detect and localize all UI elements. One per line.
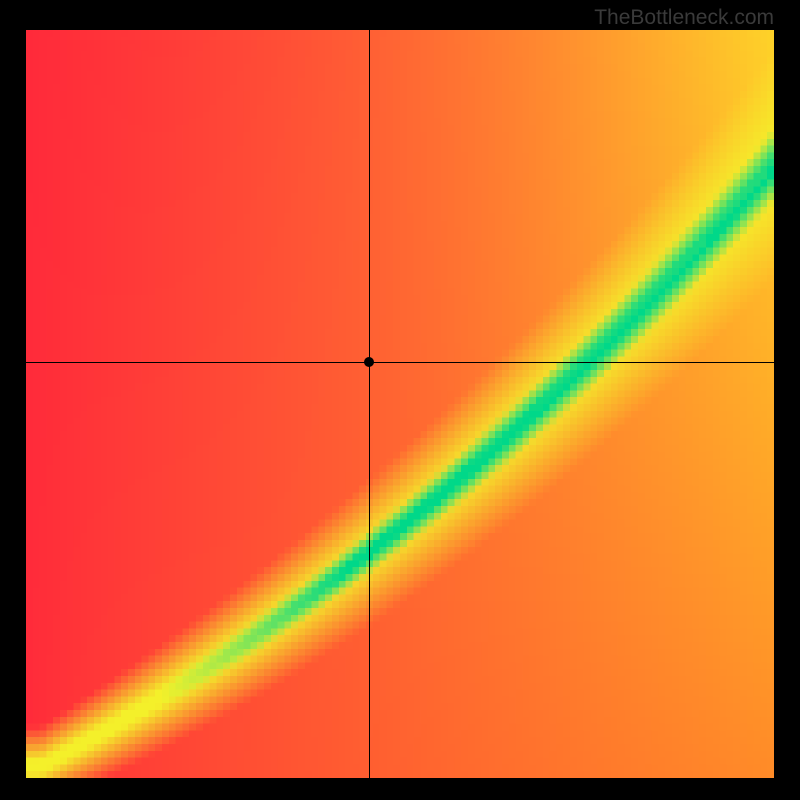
crosshair-horizontal bbox=[26, 362, 774, 363]
crosshair-vertical bbox=[369, 30, 370, 778]
selected-point bbox=[364, 357, 374, 367]
watermark-text: TheBottleneck.com bbox=[594, 6, 774, 30]
heatmap-chart bbox=[26, 30, 774, 778]
heatmap-canvas bbox=[26, 30, 774, 778]
